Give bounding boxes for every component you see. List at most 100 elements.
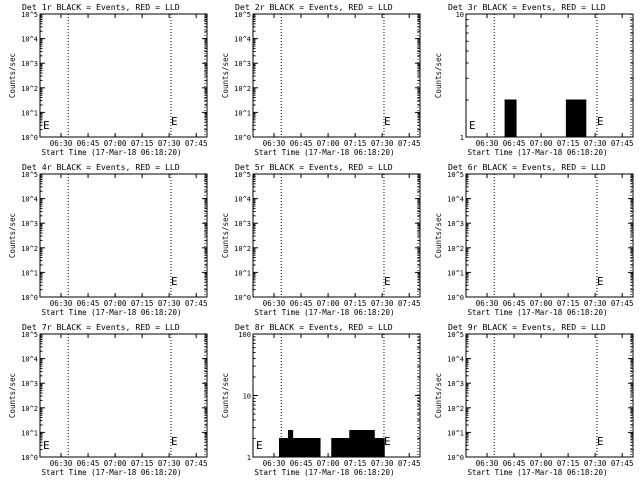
- x-tick-label: 07:15: [557, 139, 580, 148]
- x-tick-label: 07:30: [371, 139, 394, 148]
- y-axis-label: Counts/sec: [434, 373, 443, 418]
- x-tick-label: 06:45: [503, 139, 526, 148]
- y-tick-label: 10^1: [447, 269, 464, 277]
- y-tick-label: 10^4: [447, 196, 464, 204]
- x-tick-label: 06:45: [503, 299, 526, 308]
- chart-title: Det 8r BLACK = Events, RED = LLD: [235, 322, 393, 332]
- event-marker-label: E: [43, 439, 50, 452]
- detector-panel: Det 4r BLACK = Events, RED = LLD 06:30 06:…: [0, 160, 213, 320]
- y-tick-label: 10^1: [21, 109, 38, 117]
- x-tick-label: 07:45: [398, 299, 421, 308]
- y-tick-label: 10^3: [234, 220, 251, 228]
- detector-chart: Det 9r BLACK = Events, RED = LLD 06:30 06:…: [434, 322, 634, 477]
- x-tick-label: 07:15: [557, 459, 580, 468]
- y-tick-label: 10^5: [234, 171, 251, 179]
- plot-frame: [465, 173, 634, 298]
- chart-title: Det 3r BLACK = Events, RED = LLD: [448, 2, 606, 12]
- y-tick-label: 10: [456, 11, 464, 19]
- detector-panel: Det 7r BLACK = Events, RED = LLD 06:30 06:…: [0, 320, 213, 480]
- y-tick-label: 10^0: [21, 134, 38, 142]
- y-tick-label: 10^2: [21, 405, 38, 413]
- detector-chart: Det 2r BLACK = Events, RED = LLD 06:30 06:…: [221, 2, 421, 157]
- x-tick-label: 07:30: [158, 299, 181, 308]
- x-tick-label: 06:30: [50, 299, 73, 308]
- x-tick-label: 07:45: [185, 139, 208, 148]
- x-axis-label: Start Time (17-Mar-18 06:18:20): [42, 468, 182, 477]
- x-tick-label: 06:30: [263, 139, 286, 148]
- event-marker-label: E: [171, 115, 178, 128]
- x-tick-label: 07:15: [557, 299, 580, 308]
- detector-panel: Det 6r BLACK = Events, RED = LLD 06:30 06:…: [426, 160, 639, 320]
- y-tick-label: 10^4: [21, 196, 38, 204]
- y-tick-label: 10^2: [234, 85, 251, 93]
- y-axis-label: Counts/sec: [8, 213, 17, 258]
- event-marker-label: E: [171, 435, 178, 448]
- event-series-line: [349, 430, 376, 458]
- y-tick-label: 10^3: [447, 380, 464, 388]
- detector-panel: Det 2r BLACK = Events, RED = LLD 06:30 06:…: [213, 0, 426, 160]
- y-tick-label: 10^2: [21, 245, 38, 253]
- event-marker-label: E: [171, 275, 178, 288]
- x-tick-label: 06:30: [263, 299, 286, 308]
- x-tick-label: 07:00: [317, 299, 340, 308]
- detector-chart: Det 5r BLACK = Events, RED = LLD 06:30 06:…: [221, 162, 421, 317]
- plot-frame: [465, 333, 634, 458]
- y-tick-label: 10^0: [21, 454, 38, 462]
- y-tick-label: 10^0: [21, 294, 38, 302]
- x-axis-label: Start Time (17-Mar-18 06:18:20): [255, 468, 395, 477]
- x-tick-label: 07:00: [530, 139, 553, 148]
- event-marker-label: E: [43, 119, 50, 132]
- x-tick-label: 07:00: [317, 139, 340, 148]
- detector-chart: Det 6r BLACK = Events, RED = LLD 06:30 06:…: [434, 162, 634, 317]
- y-tick-label: 10^5: [447, 171, 464, 179]
- event-series-burst: [331, 438, 351, 458]
- detector-chart: Det 1r BLACK = Events, RED = LLD 06:30 06:…: [8, 2, 208, 157]
- x-tick-label: 07:30: [584, 299, 607, 308]
- x-tick-label: 07:15: [131, 139, 154, 148]
- x-tick-label: 06:45: [290, 459, 313, 468]
- event-series-burst: [565, 99, 587, 138]
- event-marker-label: E: [597, 275, 604, 288]
- event-marker-label: E: [469, 119, 476, 132]
- x-tick-label: 06:30: [476, 299, 499, 308]
- detector-panel: Det 3r BLACK = Events, RED = LLD 06:30 06:…: [426, 0, 639, 160]
- event-series-line: [374, 438, 386, 458]
- x-tick-label: 06:45: [503, 459, 526, 468]
- x-tick-label: 07:00: [104, 299, 127, 308]
- y-axis-label: Counts/sec: [434, 213, 443, 258]
- x-tick-label: 06:30: [50, 139, 73, 148]
- y-tick-label: 10^1: [234, 269, 251, 277]
- plot-frame: [465, 13, 634, 138]
- detector-chart: Det 8r BLACK = Events, RED = LLD 06:30 06:…: [221, 322, 421, 477]
- y-tick-label: 10^5: [21, 331, 38, 339]
- event-series-burst: [349, 430, 376, 458]
- x-tick-label: 07:15: [131, 299, 154, 308]
- y-axis-label: Counts/sec: [8, 53, 17, 98]
- y-tick-label: 10^5: [21, 11, 38, 19]
- y-tick-label: 10^1: [21, 269, 38, 277]
- y-tick-label: 10^5: [447, 331, 464, 339]
- chart-title: Det 4r BLACK = Events, RED = LLD: [22, 162, 180, 172]
- x-tick-label: 06:30: [476, 139, 499, 148]
- y-tick-label: 10^3: [447, 220, 464, 228]
- y-tick-label: 10^0: [447, 294, 464, 302]
- plot-frame: [39, 173, 208, 298]
- y-tick-label: 10^5: [234, 11, 251, 19]
- y-axis-label: Counts/sec: [434, 53, 443, 98]
- y-tick-label: 10^4: [234, 196, 251, 204]
- event-series-burst: [278, 438, 290, 458]
- y-tick-label: 10^3: [21, 380, 38, 388]
- y-tick-label: 10^4: [234, 36, 251, 44]
- event-series-line: [291, 438, 321, 458]
- y-tick-label: 10^4: [21, 356, 38, 364]
- y-tick-label: 10^1: [21, 429, 38, 437]
- x-axis-label: Start Time (17-Mar-18 06:18:20): [42, 148, 182, 157]
- event-series-burst: [374, 438, 386, 458]
- x-axis-label: Start Time (17-Mar-18 06:18:20): [468, 308, 608, 317]
- x-tick-label: 06:45: [77, 299, 100, 308]
- x-tick-label: 07:00: [530, 299, 553, 308]
- y-tick-label: 10^0: [447, 454, 464, 462]
- y-tick-label: 10^1: [447, 429, 464, 437]
- detector-panel: Det 8r BLACK = Events, RED = LLD 06:30 06:…: [213, 320, 426, 480]
